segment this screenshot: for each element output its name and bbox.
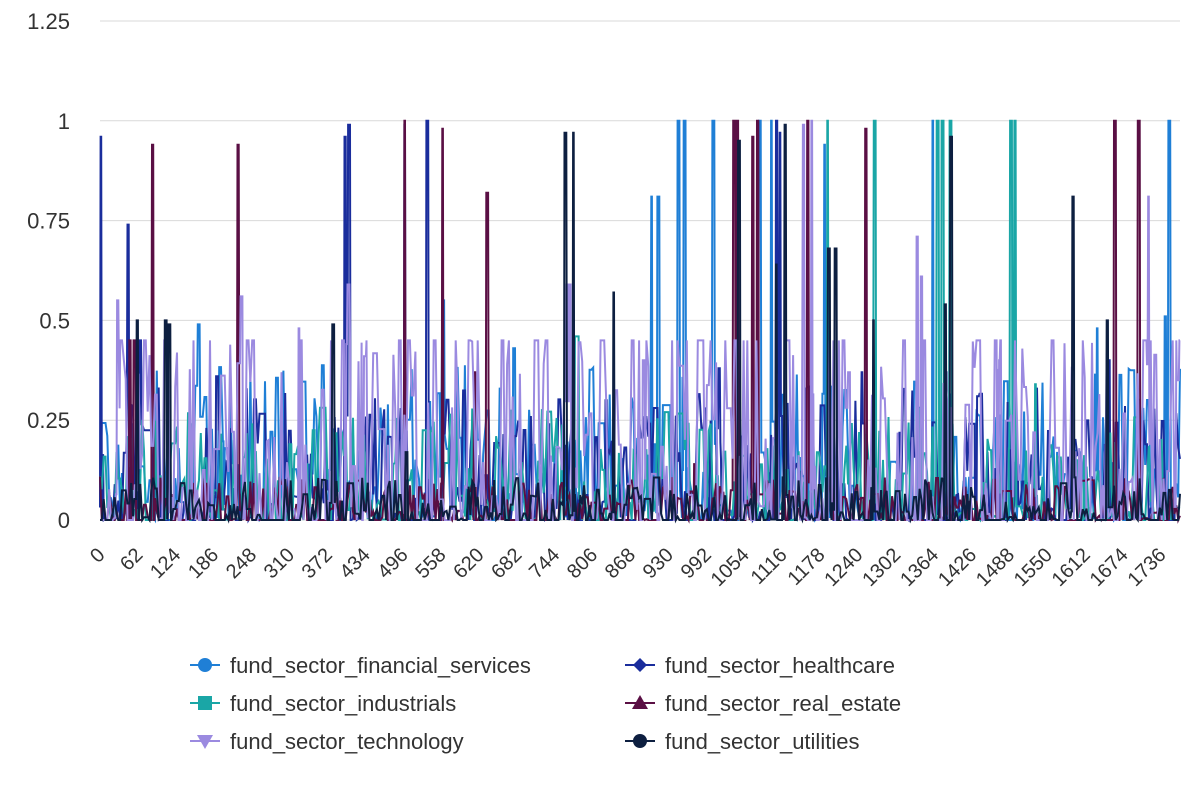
- x-tick-label: 62: [116, 544, 147, 575]
- legend-item: fund_sector_financial_services: [190, 653, 531, 678]
- legend-label: fund_sector_industrials: [230, 691, 456, 716]
- legend-label: fund_sector_healthcare: [665, 653, 895, 678]
- x-tick-label: 1426: [934, 544, 981, 591]
- x-tick-label: 1302: [858, 544, 905, 591]
- legend-label: fund_sector_utilities: [665, 729, 859, 754]
- x-tick-label: 744: [525, 544, 564, 583]
- x-tick-label: 868: [601, 544, 640, 583]
- y-tick-label: 0: [58, 508, 70, 533]
- legend-marker-icon: [197, 735, 213, 749]
- series-line-fund_sector_utilities: [100, 123, 1181, 524]
- x-tick-label: 1364: [896, 544, 943, 591]
- x-tick-label: 1736: [1124, 544, 1171, 591]
- y-tick-label: 0.75: [27, 209, 70, 234]
- x-tick-label: 1488: [972, 544, 1019, 591]
- x-tick-label: 682: [487, 544, 526, 583]
- legend-item: fund_sector_technology: [190, 729, 464, 754]
- x-tick-label: 372: [298, 544, 337, 583]
- x-tick-label: 0: [86, 544, 109, 567]
- x-tick-label: 558: [411, 544, 450, 583]
- legend-marker-icon: [632, 695, 648, 709]
- legend-item: fund_sector_healthcare: [625, 653, 895, 678]
- x-tick-label: 1674: [1086, 544, 1133, 591]
- legend-label: fund_sector_real_estate: [665, 691, 901, 716]
- y-axis-tick-labels: 0 0.25 0.5 0.75 1 1.25: [27, 9, 70, 533]
- legend: fund_sector_financial_services fund_secto…: [190, 653, 901, 754]
- legend-label: fund_sector_financial_services: [230, 653, 531, 678]
- y-tick-label: 0.25: [27, 408, 70, 433]
- legend-marker-icon: [633, 658, 647, 672]
- y-tick-label: 1: [58, 109, 70, 134]
- x-axis-tick-labels: 0 621241862483103724344965586206827448068…: [86, 544, 1170, 591]
- x-tick-label: 310: [260, 544, 299, 583]
- x-tick-label: 434: [336, 544, 375, 583]
- x-tick-label: 930: [639, 544, 678, 583]
- x-tick-label: 124: [146, 544, 185, 583]
- legend-item: fund_sector_industrials: [190, 691, 456, 716]
- y-tick-label: 0.5: [39, 308, 70, 333]
- legend-marker-icon: [633, 734, 647, 748]
- x-tick-label: 186: [184, 544, 223, 583]
- x-tick-label: 1240: [820, 544, 867, 591]
- legend-marker-icon: [198, 658, 212, 672]
- legend-item: fund_sector_real_estate: [625, 691, 901, 716]
- legend-marker-icon: [198, 696, 212, 710]
- series-lines: [99, 119, 1181, 524]
- legend-label: fund_sector_technology: [230, 729, 464, 754]
- x-tick-label: 1178: [784, 544, 830, 590]
- x-tick-label: 1550: [1010, 544, 1057, 591]
- x-tick-label: 248: [222, 544, 261, 583]
- x-tick-label: 1054: [707, 544, 754, 591]
- x-tick-label: 620: [449, 544, 488, 583]
- x-tick-label: 1612: [1048, 544, 1095, 591]
- y-tick-label: 1.25: [27, 9, 70, 34]
- x-tick-label: 496: [374, 544, 413, 583]
- legend-item: fund_sector_utilities: [625, 729, 859, 754]
- x-tick-label: 1116: [747, 544, 792, 589]
- x-tick-label: 806: [563, 544, 602, 583]
